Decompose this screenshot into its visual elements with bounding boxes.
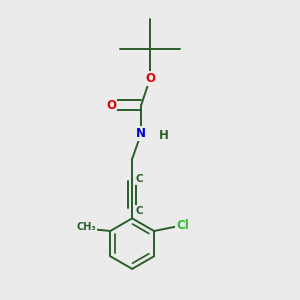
Text: N: N — [136, 127, 146, 140]
Text: C: C — [136, 174, 143, 184]
Text: O: O — [145, 72, 155, 85]
Text: H: H — [158, 129, 168, 142]
Text: Cl: Cl — [176, 218, 189, 232]
Text: CH₃: CH₃ — [77, 221, 96, 232]
Text: C: C — [136, 206, 143, 216]
Text: O: O — [106, 99, 116, 112]
